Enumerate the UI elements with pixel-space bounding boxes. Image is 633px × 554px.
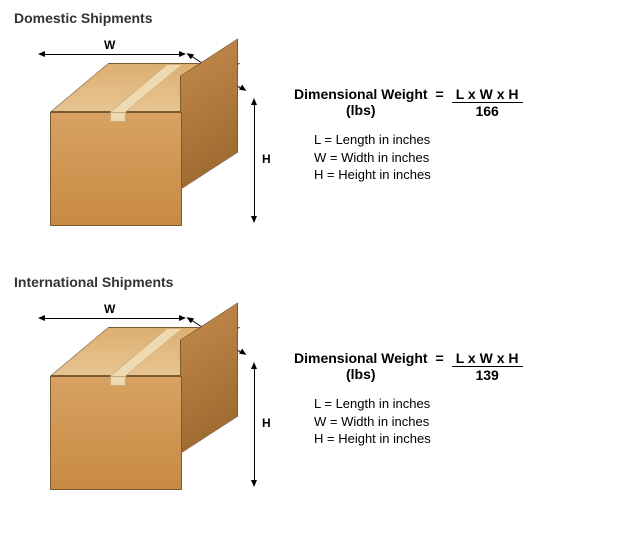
formula-numerator: L x W x H xyxy=(452,86,523,103)
box-diagram: W L H xyxy=(14,294,274,504)
formula-label-line1: Dimensional Weight xyxy=(294,350,428,366)
legend-l: L = Length in inches xyxy=(314,395,523,413)
legend-l: L = Length in inches xyxy=(314,131,523,149)
section-title: International Shipments xyxy=(14,274,633,290)
legend-w: W = Width in inches xyxy=(314,413,523,431)
dim-w-label: W xyxy=(104,38,115,52)
formula-label-line2: (lbs) xyxy=(294,366,428,382)
legend-w: W = Width in inches xyxy=(314,149,523,167)
formula-denominator: 139 xyxy=(452,367,523,383)
formula-equals: = xyxy=(436,86,444,102)
formula-equals: = xyxy=(436,350,444,366)
legend: L = Length in inches W = Width in inches… xyxy=(294,131,523,184)
box-diagram: W L H xyxy=(14,30,274,240)
dim-h-label: H xyxy=(262,152,271,166)
legend-h: H = Height in inches xyxy=(314,166,523,184)
international-section: International Shipments W L H xyxy=(0,264,633,528)
dim-w-label: W xyxy=(104,302,115,316)
dim-h-label: H xyxy=(262,416,271,430)
domestic-section: Domestic Shipments W L H xyxy=(0,0,633,264)
formula-denominator: 166 xyxy=(452,103,523,119)
legend: L = Length in inches W = Width in inches… xyxy=(294,395,523,448)
legend-h: H = Height in inches xyxy=(314,430,523,448)
section-row: W L H Dimensional Weight xyxy=(14,30,633,240)
formula-numerator: L x W x H xyxy=(452,350,523,367)
formula-label-line1: Dimensional Weight xyxy=(294,86,428,102)
section-title: Domestic Shipments xyxy=(14,10,633,26)
formula-label-line2: (lbs) xyxy=(294,102,428,118)
box-icon xyxy=(50,68,220,218)
box-icon xyxy=(50,332,220,482)
section-row: W L H Dimensional Weight (lbs) xyxy=(14,294,633,504)
formula-block: Dimensional Weight (lbs) = L x W x H 139… xyxy=(274,294,523,448)
formula-block: Dimensional Weight (lbs) = L x W x H 166… xyxy=(274,30,523,184)
